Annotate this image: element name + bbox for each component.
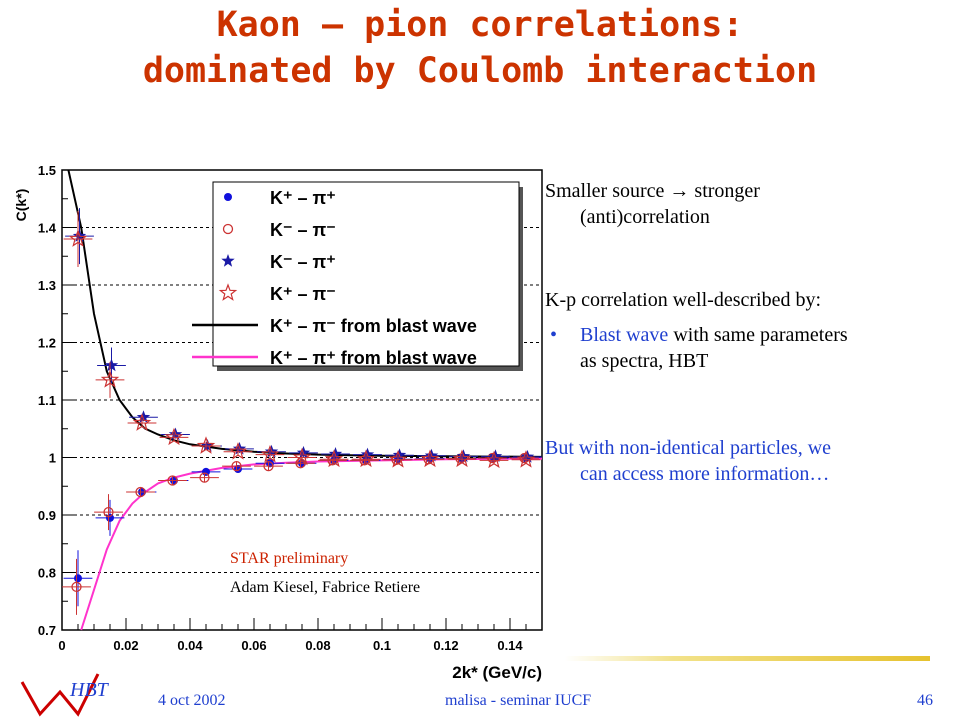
data-point — [200, 439, 215, 452]
data-point — [420, 449, 440, 468]
text-spectra-hbt: as spectra, HBT — [580, 350, 709, 372]
y-tick-label: 0.8 — [38, 566, 56, 581]
hbt-logo: HBT — [20, 673, 110, 717]
data-point — [328, 447, 343, 460]
data-point — [106, 513, 114, 522]
x-tick-label: 0.08 — [305, 638, 330, 653]
legend-label: K⁺ – π⁺ from blast wave — [270, 348, 477, 368]
legend-label: K⁺ – π⁻ from blast wave — [270, 316, 477, 336]
correlation-chart: 0.70.80.911.11.21.31.41.5 0 0.02 0.04 0.06 0… — [13, 163, 543, 682]
data-point — [103, 506, 114, 518]
text-blast-wave-term: Blast wave — [580, 324, 669, 346]
data-point — [199, 472, 210, 483]
data-point — [74, 574, 82, 583]
data-point — [202, 467, 210, 476]
x-tick-label: 0.02 — [113, 638, 138, 653]
legend-marker — [218, 283, 238, 301]
legend-marker — [222, 223, 234, 235]
x-tick-label: 0.04 — [177, 638, 203, 653]
data-point — [388, 450, 408, 468]
y-tick-label: 0.7 — [38, 623, 56, 638]
x-axis-ticks: 0 0.02 0.04 0.06 0.08 0.1 0.12 0.14 — [58, 618, 543, 653]
data-point — [100, 370, 120, 388]
text-same-params: with same parameters — [668, 324, 848, 346]
x-tick-label: 0.14 — [497, 638, 523, 653]
bullet-marker: • — [550, 324, 558, 346]
y-tick-label: 1.3 — [38, 278, 56, 293]
data-point — [324, 449, 344, 468]
legend-marker — [221, 254, 235, 267]
title-line-1: Kaon – pion correlations: — [216, 5, 744, 45]
data-point — [104, 358, 119, 372]
hbt-logo-text: HBT — [69, 679, 110, 701]
data-point — [135, 486, 146, 498]
data-point — [196, 436, 216, 454]
data-point — [484, 450, 504, 469]
legend-label: K⁻ – π⁺ — [270, 252, 336, 272]
data-point — [260, 444, 280, 463]
data-point — [263, 460, 274, 472]
annotation-authors: Adam Kiesel, Fabrice Retiere — [230, 579, 420, 596]
legend-label: K⁺ – π⁺ — [270, 188, 336, 208]
data-point — [167, 475, 178, 486]
x-tick-label: 0.1 — [373, 638, 391, 653]
data-point — [228, 442, 248, 460]
data-point — [132, 413, 152, 431]
text-kp-correlation: K-p correlation well-described by: — [545, 289, 822, 311]
data-point — [164, 427, 184, 446]
data-points — [62, 208, 542, 615]
text-p3-line1: But with non-identical particles, we — [545, 437, 832, 459]
data-point — [292, 447, 312, 466]
data-point — [71, 581, 82, 593]
legend-box — [212, 181, 520, 367]
x-tick-label: 0 — [58, 638, 65, 653]
x-tick-label: 0.06 — [241, 638, 266, 653]
data-point — [356, 449, 376, 468]
y-tick-label: 1.1 — [38, 393, 56, 408]
model-curves — [67, 169, 543, 631]
x-axis-label: 2k* (GeV/c) — [452, 663, 542, 682]
y-axis-label: C(k*) — [13, 189, 29, 222]
footer-divider — [565, 656, 930, 661]
curve-k-from-blast-wave — [80, 457, 543, 631]
text-smaller-source: Smaller source → stronger (anti)correlat… — [545, 178, 760, 230]
data-point — [452, 449, 472, 468]
x-tick-label: 0.12 — [433, 638, 458, 653]
y-tick-label: 0.9 — [38, 508, 56, 523]
footer-page-number: 46 — [917, 692, 933, 709]
annotation-star-preliminary: STAR preliminary — [230, 550, 348, 567]
y-tick-label: 1.2 — [38, 336, 56, 351]
curve-k-from-blast-wave — [67, 169, 543, 458]
data-point — [231, 460, 242, 472]
data-point — [516, 450, 536, 468]
title-line-2: dominated by Coulomb interaction — [142, 51, 818, 91]
text-blast-wave: Blast wave with same parameters as spect… — [545, 322, 848, 374]
text-p3-line2: can access more information… — [580, 463, 830, 485]
y-tick-label: 1 — [49, 451, 56, 466]
footer-center: malisa - seminar IUCF — [445, 692, 592, 709]
y-axis-ticks: 0.7 0.8 0.9 1 1.1 1.2 1.3 1.4 1.5 — [38, 163, 74, 638]
data-point — [68, 229, 88, 247]
legend-label: K⁺ – π⁻ — [270, 284, 336, 304]
data-point — [136, 410, 151, 423]
y-tick-label: 1.4 — [38, 221, 57, 236]
slide-title: Kaon – pion correlations: dominated by C… — [0, 2, 960, 94]
footer-date: 4 oct 2002 — [158, 692, 226, 709]
text-p1-line2: (anti)correlation — [580, 206, 710, 228]
legend-label: K⁻ – π⁻ — [270, 220, 336, 240]
text-p1-line1: Smaller source → stronger — [545, 180, 760, 202]
text-non-identical: But with non-identical particles, we can… — [545, 435, 831, 487]
y-tick-label: 1.5 — [38, 163, 56, 178]
legend: K⁺ – π⁺ K⁻ – π⁻ K⁻ – π⁺ K⁺ – π⁻ K⁺ – π⁻ from… — [192, 181, 523, 371]
legend-marker — [224, 193, 232, 201]
